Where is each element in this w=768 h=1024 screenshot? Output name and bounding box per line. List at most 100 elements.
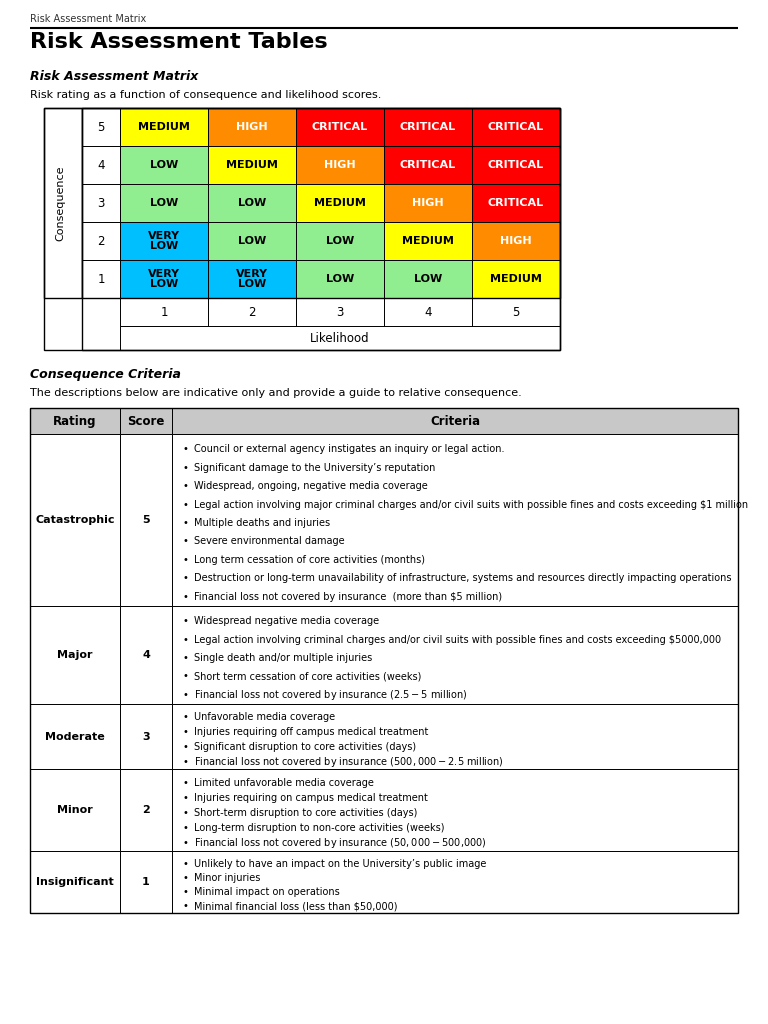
Text: •: • [182, 537, 188, 547]
Text: Severe environmental damage: Severe environmental damage [194, 537, 345, 547]
Text: Catastrophic: Catastrophic [35, 515, 114, 525]
Bar [472, 184, 560, 222]
Text: •: • [182, 616, 188, 627]
Text: Major: Major [58, 650, 93, 660]
Text: Long term cessation of core activities (months): Long term cessation of core activities (… [194, 555, 425, 565]
Text: Minimal impact on operations: Minimal impact on operations [194, 887, 339, 897]
Bar [172, 606, 738, 705]
Text: 3: 3 [336, 305, 344, 318]
Text: Injuries requiring on campus medical treatment: Injuries requiring on campus medical tre… [194, 793, 428, 803]
Bar [296, 184, 384, 222]
Bar [120, 326, 560, 350]
Text: 4: 4 [424, 305, 432, 318]
Bar [120, 108, 208, 146]
Text: •: • [182, 690, 188, 699]
Text: Destruction or long-term unavailability of infrastructure, systems and resources: Destruction or long-term unavailability … [194, 573, 731, 584]
Text: Short-term disruption to core activities (days): Short-term disruption to core activities… [194, 808, 417, 818]
Bar [120, 851, 172, 913]
Bar [44, 108, 560, 350]
Text: Risk Assessment Matrix: Risk Assessment Matrix [30, 70, 198, 83]
Bar [120, 705, 172, 769]
Bar [472, 298, 560, 326]
Text: Likelihood: Likelihood [310, 332, 370, 344]
Text: Rating: Rating [53, 415, 97, 427]
Text: Risk rating as a function of consequence and likelihood scores.: Risk rating as a function of consequence… [30, 90, 382, 100]
Text: •: • [182, 808, 188, 818]
Text: 1: 1 [161, 305, 167, 318]
Text: 3: 3 [98, 197, 104, 210]
Text: 5: 5 [98, 121, 104, 133]
Text: •: • [182, 777, 188, 787]
Text: Long-term disruption to non-core activities (weeks): Long-term disruption to non-core activit… [194, 823, 445, 834]
Bar [30, 769, 120, 851]
Text: •: • [182, 823, 188, 834]
Bar [120, 434, 172, 606]
Bar [172, 851, 738, 913]
Bar [82, 184, 120, 222]
Bar [120, 769, 172, 851]
Text: VERY
LOW: VERY LOW [236, 268, 268, 290]
Bar [82, 108, 120, 146]
Text: •: • [182, 672, 188, 681]
Text: VERY
LOW: VERY LOW [148, 268, 180, 290]
Bar [296, 146, 384, 184]
Text: 1: 1 [142, 877, 150, 887]
Text: VERY
LOW: VERY LOW [148, 230, 180, 252]
Text: •: • [182, 873, 188, 883]
Text: MEDIUM: MEDIUM [402, 236, 454, 246]
Text: Moderate: Moderate [45, 731, 105, 741]
Text: •: • [182, 839, 188, 849]
Bar [296, 108, 384, 146]
Text: 5: 5 [142, 515, 150, 525]
Text: •: • [182, 444, 188, 455]
Bar [296, 298, 384, 326]
Text: MEDIUM: MEDIUM [226, 160, 278, 170]
Bar [82, 108, 560, 350]
Bar [384, 222, 472, 260]
Bar [172, 408, 738, 434]
Text: •: • [182, 463, 188, 473]
Bar [384, 108, 472, 146]
Text: Council or external agency instigates an inquiry or legal action.: Council or external agency instigates an… [194, 444, 505, 455]
Bar [30, 851, 120, 913]
Bar [208, 184, 296, 222]
Bar [82, 146, 120, 184]
Bar [82, 260, 120, 298]
Text: Risk Assessment Matrix: Risk Assessment Matrix [30, 14, 146, 24]
Text: LOW: LOW [238, 198, 266, 208]
Text: Minor injuries: Minor injuries [194, 873, 260, 883]
Bar [172, 769, 738, 851]
Text: Unfavorable media coverage: Unfavorable media coverage [194, 713, 335, 722]
Text: MEDIUM: MEDIUM [314, 198, 366, 208]
Text: 2: 2 [98, 234, 104, 248]
Text: HIGH: HIGH [412, 198, 444, 208]
Text: Injuries requiring off campus medical treatment: Injuries requiring off campus medical tr… [194, 727, 429, 737]
Text: •: • [182, 635, 188, 644]
Text: CRITICAL: CRITICAL [488, 160, 544, 170]
Text: 3: 3 [142, 731, 150, 741]
Text: 1: 1 [98, 272, 104, 286]
Text: •: • [182, 555, 188, 565]
Bar [120, 260, 208, 298]
Text: Limited unfavorable media coverage: Limited unfavorable media coverage [194, 777, 374, 787]
Text: Minimal financial loss (less than $50,000): Minimal financial loss (less than $50,00… [194, 901, 398, 911]
Bar [30, 705, 120, 769]
Text: LOW: LOW [150, 160, 178, 170]
Text: 4: 4 [142, 650, 150, 660]
Bar [44, 108, 82, 298]
Text: Widespread negative media coverage: Widespread negative media coverage [194, 616, 379, 627]
Text: Legal action involving major criminal charges and/or civil suits with possible f: Legal action involving major criminal ch… [194, 500, 748, 510]
Text: Unlikely to have an impact on the University’s public image: Unlikely to have an impact on the Univer… [194, 859, 486, 869]
Bar [120, 298, 208, 326]
Text: Multiple deaths and injuries: Multiple deaths and injuries [194, 518, 330, 528]
Text: Financial loss not covered by insurance  (more than $5 million): Financial loss not covered by insurance … [194, 592, 502, 602]
Text: •: • [182, 887, 188, 897]
Text: MEDIUM: MEDIUM [138, 122, 190, 132]
Bar [472, 222, 560, 260]
Text: Consequence Criteria: Consequence Criteria [30, 368, 181, 381]
Text: HIGH: HIGH [324, 160, 356, 170]
Text: LOW: LOW [326, 274, 354, 284]
Bar [82, 222, 120, 260]
Bar [120, 222, 208, 260]
Text: Widespread, ongoing, negative media coverage: Widespread, ongoing, negative media cove… [194, 481, 428, 492]
